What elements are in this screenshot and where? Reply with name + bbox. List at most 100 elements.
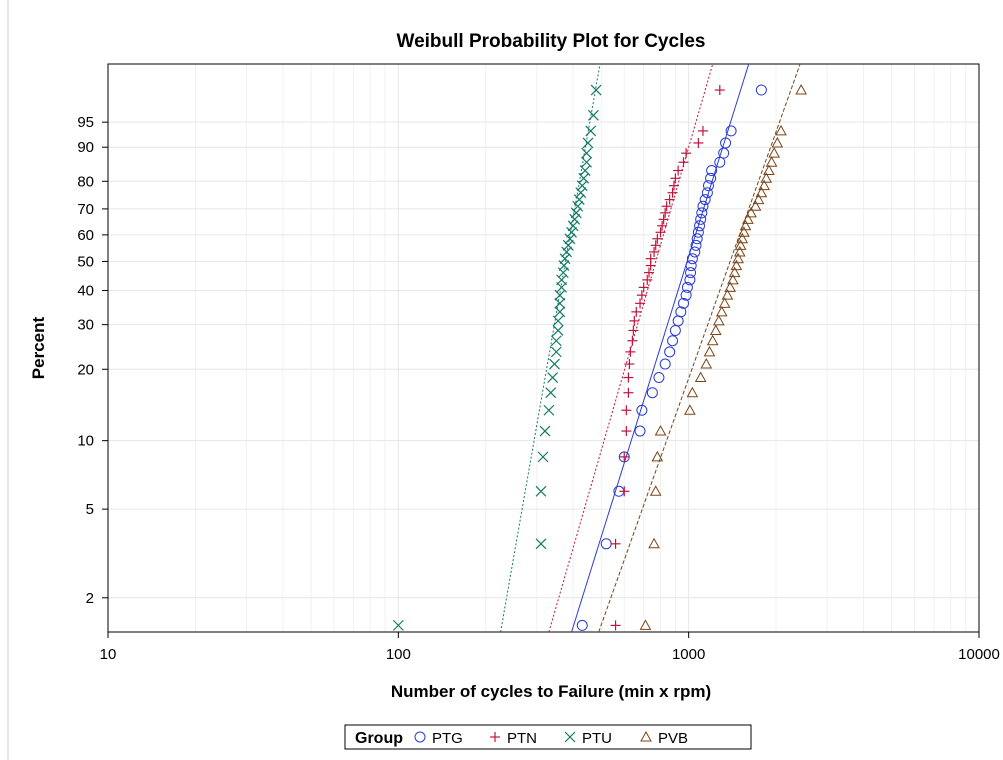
marker-stroke (552, 315, 564, 327)
marker-shape (703, 345, 716, 357)
point-ptu (535, 538, 547, 550)
point-pvb (718, 297, 731, 308)
point-pvb (712, 314, 725, 326)
point-ptn (652, 233, 663, 244)
fit-lines (500, 63, 801, 633)
point-ptu (535, 485, 547, 497)
point-pvb (728, 266, 741, 278)
point-ptn (664, 194, 675, 205)
marker-shape (739, 219, 752, 231)
point-ptu (545, 387, 557, 399)
point-ptn (667, 187, 678, 198)
marker-shape (715, 305, 728, 317)
point-pvb (738, 226, 750, 237)
point-ptn (645, 253, 656, 264)
marker-shape (752, 193, 765, 205)
point-ptu (567, 220, 579, 232)
marker-shape (742, 213, 754, 224)
point-ptg (689, 246, 701, 258)
legend: Group PTG PTN PTU PVB (344, 724, 752, 750)
x-tick-label: 10 (100, 646, 117, 663)
point-ptn (661, 201, 672, 212)
point-ptn (628, 325, 639, 336)
point-ptg (694, 220, 706, 232)
point-ptn (668, 180, 679, 191)
point-ptu (392, 619, 404, 631)
marker-shape (686, 386, 699, 398)
point-ptn (673, 165, 684, 176)
point-ptg (702, 180, 714, 192)
point-ptn (619, 486, 630, 497)
marker-shape (768, 147, 781, 158)
marker-shape (763, 164, 775, 176)
marker-stroke (539, 425, 551, 437)
marker-stroke (564, 233, 576, 245)
point-pvb (649, 485, 662, 496)
marker-stroke (588, 109, 599, 121)
legend-marker-pvb (640, 730, 652, 742)
marker-shape (728, 266, 741, 278)
marker-stroke (581, 147, 592, 159)
fit-line-ptg (571, 63, 750, 633)
y-tick-label: 10 (77, 433, 94, 450)
point-ptg (667, 335, 679, 347)
marker-shape (745, 206, 757, 218)
point-ptu (570, 207, 582, 219)
legend-marker-ptn (490, 732, 500, 742)
point-ptn (635, 298, 646, 309)
point-ptn (693, 137, 704, 148)
point-pvb (651, 450, 664, 462)
point-ptg (685, 267, 697, 279)
point-pvb (752, 193, 765, 205)
point-ptu (537, 451, 549, 463)
plot-area-frame (107, 63, 980, 633)
marker-shape (724, 281, 737, 292)
point-pvb (765, 156, 778, 167)
point-pvb (734, 239, 747, 250)
marker-stroke (582, 137, 594, 149)
point-ptu (582, 137, 594, 149)
marker-shape (709, 324, 722, 335)
point-ptn (660, 207, 671, 218)
marker-shape (684, 404, 696, 415)
point-ptu (561, 246, 573, 258)
point-pvb (684, 404, 696, 415)
point-ptn (655, 227, 666, 238)
marker-stroke (392, 619, 404, 631)
point-pvb (715, 305, 728, 317)
point-ptg (725, 125, 737, 137)
x-tick-label: 100 (386, 646, 411, 663)
marker-shape (749, 200, 762, 211)
point-ptu (559, 253, 571, 265)
marker-stroke (562, 239, 574, 251)
point-ptg (576, 619, 588, 631)
y-tick-label: 2 (86, 590, 94, 607)
point-pvb (700, 358, 713, 369)
marker-shape (795, 84, 807, 95)
point-ptg (714, 156, 726, 168)
point-pvb (763, 164, 775, 176)
legend-label-ptg: PTG (432, 730, 463, 747)
point-pvb (648, 537, 660, 549)
marker-stroke (558, 260, 570, 271)
marker-stroke (570, 207, 582, 219)
marker-stroke (549, 358, 560, 370)
point-ptu (554, 306, 566, 318)
point-pvb (724, 281, 737, 292)
point-ptu (572, 200, 584, 212)
point-ptg (681, 281, 693, 293)
y-axis-ticks: 2 5 10 20 30 40 50 60 70 80 90 95 (77, 114, 108, 607)
marker-stroke (567, 220, 579, 232)
legend-marker-ptg (414, 731, 426, 743)
marker-stroke (537, 451, 549, 463)
point-ptn (610, 620, 621, 631)
point-pvb (771, 136, 784, 148)
point-ptn (623, 387, 634, 398)
grid-lines (107, 64, 979, 632)
point-pvb (654, 425, 667, 436)
point-ptg (659, 358, 671, 370)
legend-frame (344, 724, 752, 750)
point-ptu (588, 109, 599, 121)
marker-stroke (550, 335, 562, 347)
